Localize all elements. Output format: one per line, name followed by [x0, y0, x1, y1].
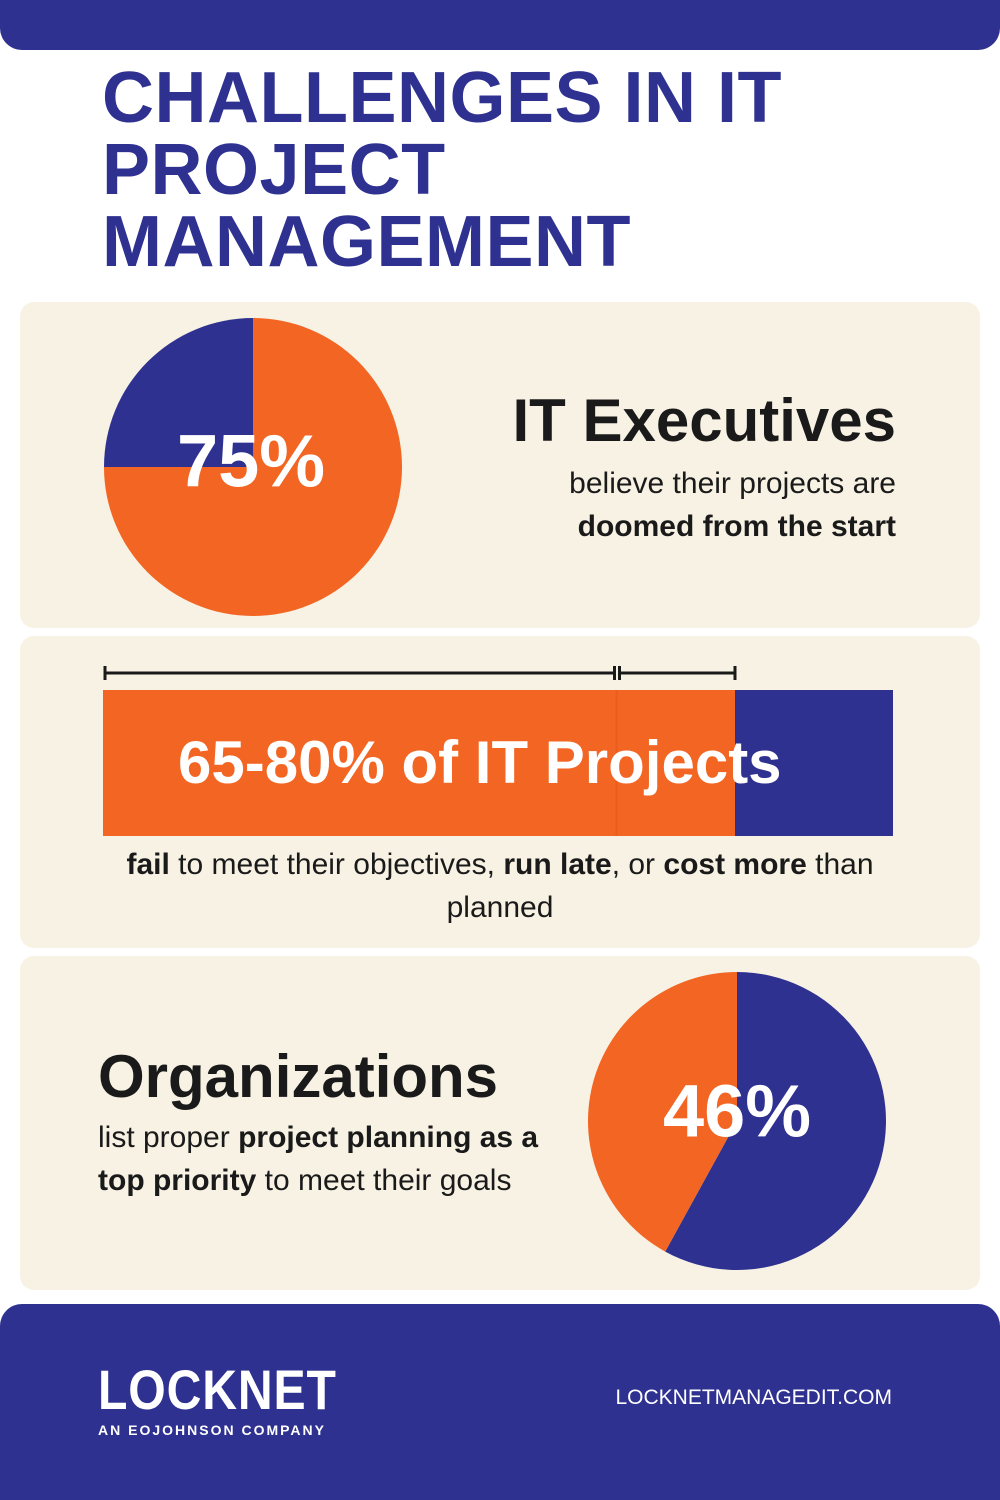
bar-value-label: 65-80% of IT Projects: [178, 729, 782, 796]
fail-text-1: to meet their objectives,: [169, 848, 504, 881]
fail-text-2: , or: [611, 848, 664, 881]
organizations-pie-chart: 46%: [588, 972, 886, 1270]
org-text-2: to meet their goals: [256, 1164, 512, 1197]
website-link[interactable]: LOCKNETMANAGEDIT.COM: [615, 1386, 892, 1409]
title-line-2: PROJECT: [102, 130, 446, 210]
organizations-heading: Organizations: [98, 1043, 499, 1110]
executives-text: believe their projects are: [569, 467, 896, 500]
pie-slice-2: [588, 972, 737, 1252]
bar-segment-1: [103, 690, 617, 836]
footer: [0, 1304, 1000, 1500]
organizations-description: list proper project planning as a top pr…: [98, 1116, 578, 1202]
pie-value-label: 75%: [177, 420, 325, 503]
page-title: CHALLENGES IN IT PROJECT MANAGEMENT: [102, 62, 962, 278]
projects-description: fail to meet their objectives, run late,…: [90, 843, 910, 929]
projects-bar-chart: 65-80% of IT Projects: [103, 666, 893, 836]
logo-subtitle: AN EOJOHNSON COMPANY: [98, 1422, 326, 1438]
org-text-1: list proper: [98, 1121, 239, 1154]
executives-pie-chart: 75%: [104, 318, 402, 616]
logo-name: LOCKNET: [98, 1358, 337, 1421]
range-bracket: [103, 666, 737, 680]
pie-value-label: 46%: [663, 1070, 811, 1153]
bar-segment-2: [616, 690, 735, 836]
title-line-1: CHALLENGES IN IT: [102, 58, 783, 138]
fail-bold: fail: [126, 848, 170, 881]
executives-heading: IT Executives: [512, 387, 896, 454]
top-banner: [0, 0, 1000, 50]
pie-slice-1: [665, 972, 886, 1270]
org-text-bold: project planning as a top priority: [98, 1121, 539, 1197]
pie-slice-2: [104, 318, 253, 467]
fail-text-3: than planned: [446, 848, 874, 924]
title-line-3: MANAGEMENT: [102, 202, 631, 282]
cost-more-bold: cost more: [663, 848, 807, 881]
executives-description: believe their projects are doomed from t…: [476, 462, 896, 548]
run-late-bold: run late: [503, 848, 612, 881]
locknet-logo[interactable]: LOCKNET AN EOJOHNSON COMPANY: [98, 1358, 376, 1439]
bar-segment-3: [735, 690, 893, 836]
executives-text-bold: doomed from the start: [577, 510, 896, 543]
